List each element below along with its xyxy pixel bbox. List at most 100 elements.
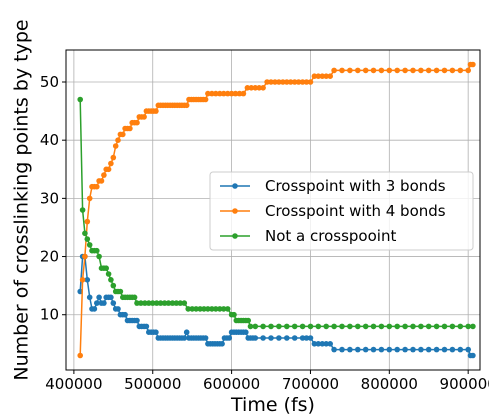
- legend-label: Crosspoint with 3 bonds: [265, 177, 446, 195]
- data-point: [226, 335, 232, 341]
- legend-box: [209, 171, 474, 251]
- data-point: [394, 67, 401, 74]
- data-point: [386, 67, 393, 74]
- x-tick-label: 900000: [440, 375, 489, 393]
- data-point: [189, 306, 195, 312]
- data-point: [355, 323, 361, 330]
- data-point: [112, 143, 119, 149]
- data-point: [264, 79, 270, 85]
- data-point: [339, 323, 345, 330]
- data-point: [284, 79, 290, 85]
- series-2: [77, 61, 476, 359]
- data-point: [260, 335, 266, 341]
- data-point: [303, 79, 310, 85]
- data-point: [141, 114, 147, 120]
- data-point: [228, 90, 235, 97]
- data-point: [177, 300, 184, 306]
- y-axis: 10 20 30 40 50: [40, 73, 66, 324]
- data-point: [252, 335, 259, 341]
- data-point: [402, 346, 408, 353]
- data-point: [84, 277, 91, 283]
- data-point: [108, 277, 114, 283]
- data-point: [84, 236, 91, 242]
- data-point: [465, 346, 472, 353]
- data-point: [425, 323, 432, 330]
- data-point: [213, 306, 219, 312]
- data-point: [101, 172, 107, 178]
- data-point: [260, 85, 266, 91]
- data-point: [331, 323, 337, 330]
- data-point: [153, 329, 159, 336]
- data-point: [339, 346, 345, 353]
- data-point: [183, 102, 190, 109]
- data-point: [96, 294, 102, 301]
- data-point: [101, 300, 107, 306]
- x-axis: 400000 500000 600000 700000 800000 900000: [45, 370, 489, 393]
- data-point: [217, 90, 223, 97]
- data-point: [291, 79, 298, 85]
- data-point: [181, 335, 188, 341]
- data-point: [220, 90, 227, 97]
- data-point: [134, 300, 140, 306]
- y-axis-label: Number of crosslinking points by type: [11, 19, 33, 380]
- data-point: [370, 67, 377, 74]
- data-point: [299, 79, 306, 85]
- data-point: [457, 346, 464, 353]
- data-point: [217, 306, 223, 312]
- data-point: [82, 253, 88, 260]
- data-point: [213, 90, 219, 97]
- data-point: [169, 300, 176, 306]
- data-point: [319, 73, 326, 79]
- data-point: [425, 346, 432, 353]
- data-point: [315, 323, 322, 330]
- data-point: [441, 323, 448, 330]
- data-point: [86, 242, 93, 248]
- data-point: [268, 79, 274, 85]
- data-point: [231, 311, 237, 318]
- data-point: [77, 96, 83, 103]
- data-point: [248, 85, 255, 91]
- data-point: [441, 67, 448, 74]
- data-point: [79, 277, 86, 283]
- data-point: [86, 294, 93, 301]
- data-point: [205, 306, 211, 312]
- data-point: [295, 79, 302, 85]
- data-point: [307, 79, 314, 85]
- data-point: [115, 137, 121, 143]
- x-tick-label: 800000: [361, 375, 418, 393]
- data-point: [323, 341, 330, 347]
- data-point: [291, 335, 298, 341]
- data-point: [224, 306, 231, 312]
- y-tick-label: 40: [40, 131, 59, 149]
- data-point: [311, 341, 318, 347]
- legend-label: Crosspoint with 4 bonds: [265, 202, 446, 220]
- data-point: [433, 346, 440, 353]
- data-point: [276, 323, 282, 330]
- data-point: [161, 300, 168, 306]
- data-point: [110, 300, 117, 306]
- data-point: [91, 306, 98, 312]
- data-point: [378, 323, 385, 330]
- data-point: [256, 85, 263, 91]
- data-point: [355, 67, 361, 74]
- data-point: [232, 90, 239, 97]
- legend: Crosspoint with 3 bonds Crosspoint with 4…: [209, 171, 474, 251]
- data-point: [299, 323, 306, 330]
- data-point: [173, 300, 180, 306]
- data-point: [252, 323, 259, 330]
- data-point: [418, 346, 424, 353]
- data-point: [449, 346, 456, 353]
- data-point: [268, 323, 274, 330]
- data-point: [149, 300, 156, 306]
- data-point: [284, 323, 290, 330]
- plot-frame: [65, 49, 481, 371]
- data-point: [138, 300, 144, 306]
- x-tick-label: 700000: [282, 375, 339, 393]
- y-tick-label: 30: [40, 189, 59, 207]
- data-point: [347, 67, 353, 74]
- data-point: [291, 323, 298, 330]
- data-point: [202, 96, 209, 103]
- data-point: [197, 306, 203, 312]
- data-point: [410, 346, 416, 353]
